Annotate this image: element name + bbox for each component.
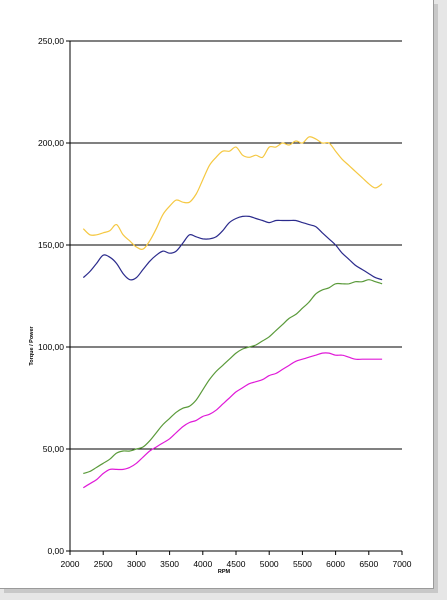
x-tick-label-0: 2000 bbox=[61, 559, 80, 569]
x-tick-label-10: 7000 bbox=[393, 559, 412, 569]
gridlines bbox=[70, 40, 402, 450]
y-tick-label-2: 100,00 bbox=[38, 342, 64, 352]
x-tick-label-6: 5000 bbox=[260, 559, 279, 569]
x-tick-label-5: 4500 bbox=[227, 559, 246, 569]
series-line-3 bbox=[83, 279, 383, 475]
series-line-2 bbox=[82, 215, 383, 281]
y-tick-label-4: 200,00 bbox=[38, 138, 64, 148]
axes bbox=[69, 41, 402, 552]
sheet-shadow-right bbox=[434, 4, 438, 592]
y-tick-label-1: 50,00 bbox=[43, 444, 65, 454]
x-tick-label-9: 6500 bbox=[359, 559, 378, 569]
x-axis-title: RPM bbox=[218, 569, 231, 575]
series-line-4 bbox=[82, 352, 383, 489]
x-tick-label-2: 3000 bbox=[127, 559, 146, 569]
y-tick-label-5: 250,00 bbox=[38, 36, 64, 46]
series-lines bbox=[82, 136, 383, 489]
x-tick-label-7: 5500 bbox=[293, 559, 312, 569]
x-tick-label-4: 4000 bbox=[193, 559, 212, 569]
y-axis-title: Torque / Power bbox=[29, 325, 35, 365]
y-tick-label-0: 0,00 bbox=[47, 546, 64, 556]
x-tick-label-3: 3500 bbox=[160, 559, 179, 569]
y-tick-labels: 0,00 50,00 100,00 150,00 200,00 250,00 bbox=[38, 36, 70, 556]
worksheet-sheet bbox=[0, 0, 434, 589]
series-line-1 bbox=[82, 136, 383, 250]
x-tick-label-1: 2500 bbox=[94, 559, 113, 569]
x-tick-labels: 2000 2500 3000 3500 4000 4500 5000 5500 6000 6500… bbox=[61, 551, 412, 569]
x-tick-label-8: 6000 bbox=[326, 559, 345, 569]
sheet-shadow-bottom bbox=[4, 589, 438, 593]
y-tick-label-3: 150,00 bbox=[38, 240, 64, 250]
